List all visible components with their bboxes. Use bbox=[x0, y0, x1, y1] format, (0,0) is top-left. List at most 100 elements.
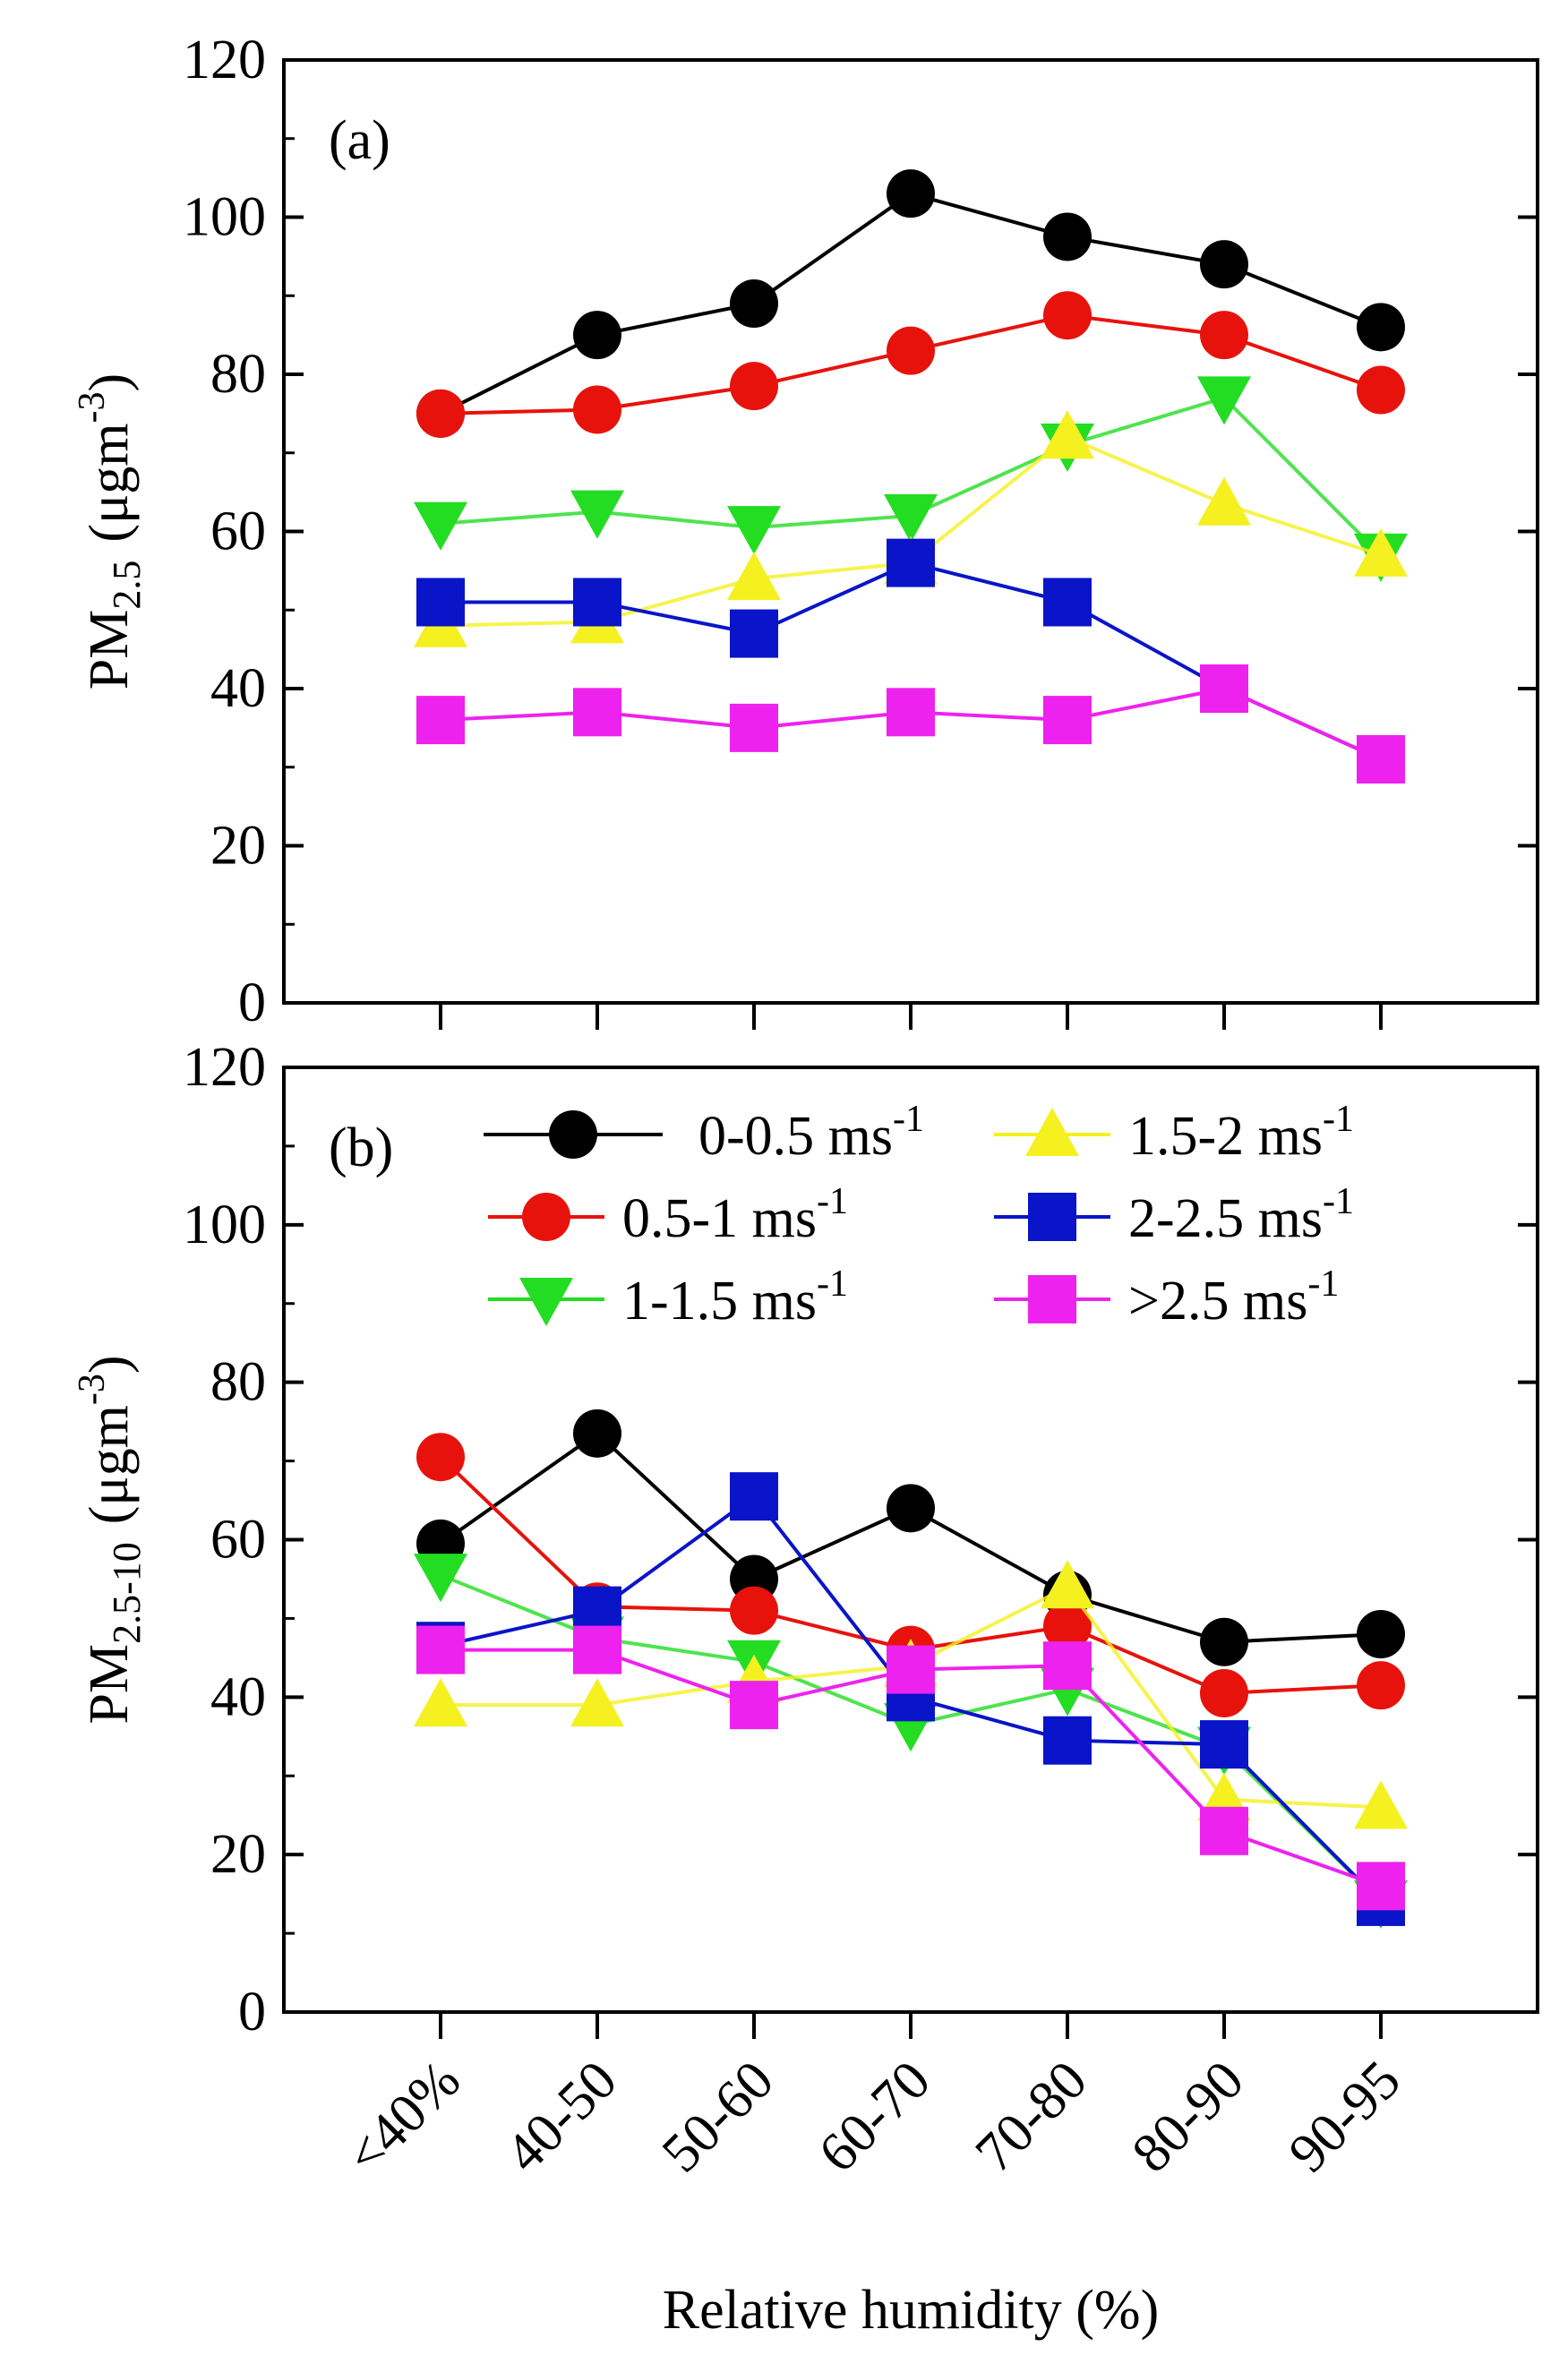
legend-marker bbox=[1028, 1193, 1076, 1241]
data-point bbox=[1043, 578, 1092, 627]
data-point bbox=[1357, 1862, 1405, 1911]
y-label-close: ) bbox=[79, 1355, 140, 1374]
data-point bbox=[1200, 1668, 1248, 1717]
panel-label: (a) bbox=[329, 110, 390, 171]
y-axis-label: PM2.5 (μgm-3) bbox=[72, 373, 149, 689]
data-point bbox=[414, 501, 467, 551]
legend-item: 0-0.5 ms-1 bbox=[484, 1099, 924, 1167]
data-point bbox=[1041, 410, 1094, 459]
series-4 bbox=[416, 1472, 1405, 1926]
x-tick-label: 80-90 bbox=[1121, 2050, 1255, 2184]
y-tick-label: 100 bbox=[183, 187, 266, 248]
data-point bbox=[1357, 734, 1405, 784]
series-1 bbox=[416, 291, 1405, 438]
x-tick-label: 40-50 bbox=[494, 2050, 629, 2184]
data-point bbox=[730, 362, 778, 411]
y-tick-label: 80 bbox=[210, 1352, 266, 1413]
data-point bbox=[1200, 1806, 1248, 1855]
y-label-unit: (μgm bbox=[79, 1405, 140, 1524]
series-4 bbox=[416, 538, 1405, 784]
data-point bbox=[887, 169, 935, 218]
y-tick-label: 60 bbox=[210, 501, 266, 562]
panel-b: 0 20 40 60 80 100 120 PM2.5-10 (μgm-3) (b) 0-0.5 m… bbox=[72, 1037, 1539, 2341]
data-point bbox=[1357, 303, 1405, 352]
data-point bbox=[1200, 1617, 1248, 1666]
y-label-sup: -3 bbox=[72, 1374, 113, 1405]
data-point bbox=[573, 311, 621, 360]
legend-label: 0-0.5 ms-1 bbox=[698, 1099, 924, 1167]
y-tick-label: 60 bbox=[210, 1510, 266, 1571]
y-label-close: ) bbox=[79, 373, 140, 392]
legend-label-text: >2.5 ms bbox=[1128, 1271, 1307, 1332]
y-tick-label: 0 bbox=[238, 1982, 266, 2042]
y-tick-label: 100 bbox=[183, 1195, 266, 1255]
data-point bbox=[1043, 1716, 1092, 1765]
legend-label: 1.5-2 ms-1 bbox=[1128, 1099, 1354, 1167]
x-tick-label: 60-70 bbox=[808, 2050, 942, 2184]
legend-label-sup: -1 bbox=[1323, 1181, 1354, 1222]
data-point bbox=[573, 1409, 621, 1458]
panel-a: 0 20 40 60 80 100 120 PM2.5 (μgm-3) (a) bbox=[72, 30, 1539, 1033]
data-point bbox=[416, 578, 465, 627]
data-point bbox=[730, 609, 778, 658]
y-label-sub: 2.5 bbox=[105, 561, 149, 610]
legend-label-sup: -1 bbox=[1307, 1263, 1339, 1305]
data-point bbox=[1197, 376, 1251, 425]
legend-label: >2.5 ms-1 bbox=[1128, 1263, 1339, 1332]
legend-item: 1-1.5 ms-1 bbox=[488, 1263, 848, 1332]
y-tick-label: 40 bbox=[210, 658, 266, 719]
legend-item: 0.5-1 ms-1 bbox=[488, 1181, 848, 1249]
legend-marker bbox=[522, 1193, 570, 1241]
data-point bbox=[414, 1554, 467, 1603]
data-point bbox=[570, 490, 624, 539]
legend-label-text: 0-0.5 ms bbox=[698, 1106, 893, 1167]
legend-label-sup: -1 bbox=[1323, 1099, 1354, 1140]
data-point bbox=[730, 1586, 778, 1635]
series-5 bbox=[416, 1625, 1405, 1911]
legend-label-text: 2-2.5 ms bbox=[1128, 1188, 1323, 1249]
legend-label-sup: -1 bbox=[817, 1263, 848, 1305]
data-point bbox=[1357, 1661, 1405, 1710]
data-point bbox=[887, 688, 935, 737]
data-point bbox=[416, 696, 465, 745]
y-tick-label: 80 bbox=[210, 344, 266, 405]
legend-marker bbox=[1028, 1275, 1076, 1323]
data-point bbox=[1200, 240, 1248, 289]
legend-label-sup: -1 bbox=[817, 1181, 848, 1222]
data-point bbox=[570, 1678, 624, 1727]
data-point bbox=[573, 385, 621, 434]
series-5 bbox=[416, 664, 1405, 784]
legend-label-sup: -1 bbox=[893, 1099, 924, 1140]
y-tick-label: 120 bbox=[183, 30, 266, 90]
y-tick-label: 20 bbox=[210, 1824, 266, 1885]
data-point bbox=[1043, 696, 1092, 745]
data-point bbox=[730, 279, 778, 329]
y-tick-label: 0 bbox=[238, 972, 266, 1033]
legend-marker bbox=[519, 1278, 573, 1326]
data-point bbox=[416, 1625, 465, 1674]
series-0 bbox=[416, 169, 1405, 438]
legend-item: 2-2.5 ms-1 bbox=[994, 1181, 1354, 1249]
data-point bbox=[1043, 212, 1092, 261]
legend-label-text: 0.5-1 ms bbox=[622, 1188, 817, 1249]
legend-label-text: 1-1.5 ms bbox=[622, 1271, 817, 1332]
data-point bbox=[887, 1484, 935, 1533]
data-point bbox=[887, 538, 935, 587]
data-point bbox=[1357, 365, 1405, 415]
data-point bbox=[573, 1625, 621, 1674]
data-point bbox=[414, 1678, 467, 1727]
data-point bbox=[1354, 527, 1408, 577]
y-axis-label: PM2.5-10 (μgm-3) bbox=[72, 1355, 149, 1724]
legend-label: 0.5-1 ms-1 bbox=[622, 1181, 848, 1249]
data-point bbox=[573, 578, 621, 627]
data-point bbox=[1200, 311, 1248, 360]
legend-item: 1.5-2 ms-1 bbox=[994, 1099, 1354, 1167]
panel-label: (b) bbox=[329, 1118, 393, 1178]
data-point bbox=[1200, 1720, 1248, 1769]
data-point bbox=[1043, 1602, 1092, 1651]
y-tick-label: 40 bbox=[210, 1666, 266, 1727]
legend-label: 2-2.5 ms-1 bbox=[1128, 1181, 1354, 1249]
x-tick-label: 70-80 bbox=[964, 2050, 1099, 2184]
data-point bbox=[416, 389, 465, 438]
